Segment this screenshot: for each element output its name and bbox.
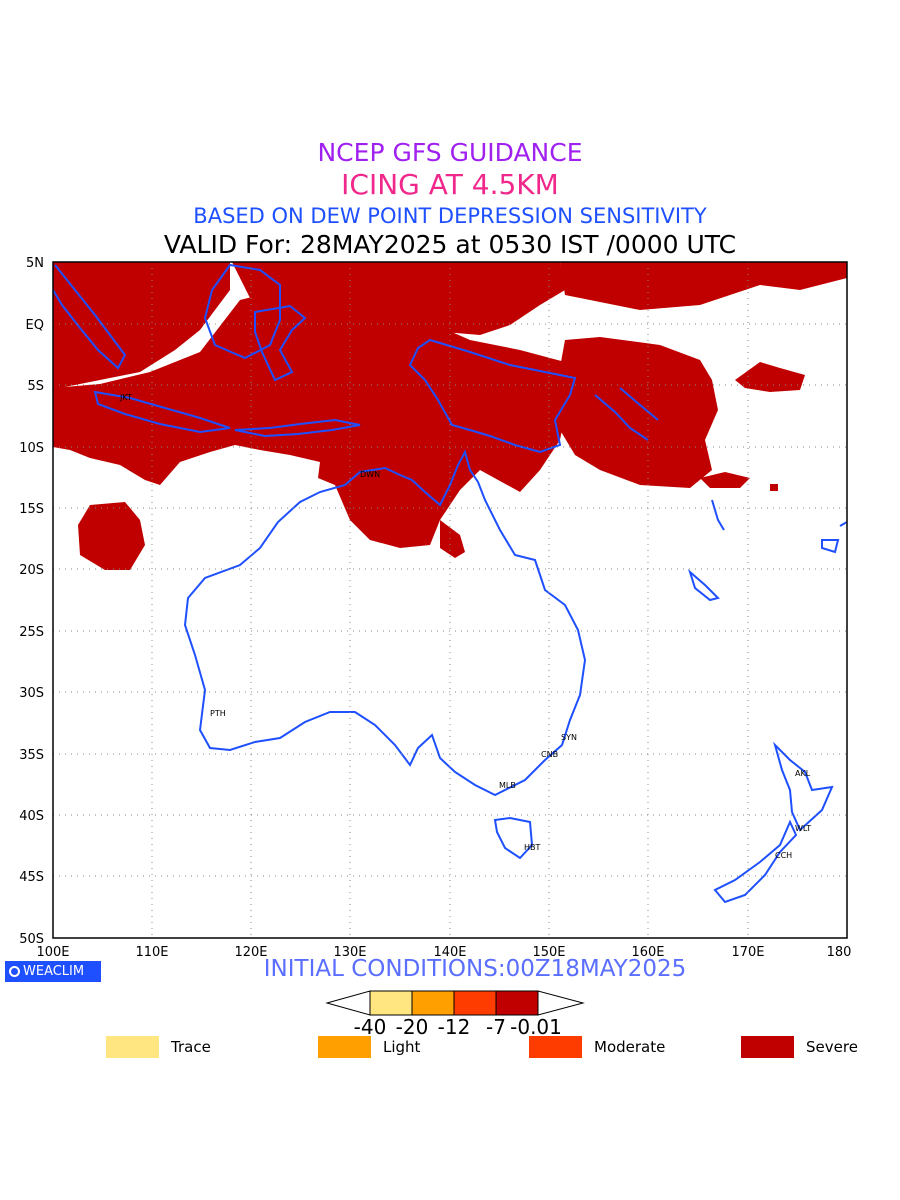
- legend-label-severe: Severe: [806, 1038, 858, 1056]
- fiji-islands: [821, 521, 847, 554]
- new-zealand-north: [773, 741, 834, 832]
- lat-label: 45S: [19, 870, 44, 885]
- legend-label-trace: Trace: [171, 1038, 211, 1056]
- lat-label: 5N: [26, 256, 44, 271]
- lat-label: 35S: [19, 748, 44, 763]
- new-caledonia: [687, 568, 720, 602]
- latitude-labels: 5N EQ 5S 10S 15S 20S 25S 30S 35S 40S 45S…: [19, 256, 44, 947]
- lat-label: EQ: [26, 318, 44, 333]
- sumatra-coast: [53, 264, 127, 370]
- java-coast: [93, 390, 231, 434]
- initial-conditions: INITIAL CONDITIONS:00Z18MAY2025: [263, 956, 687, 982]
- legend-label-light: Light: [383, 1038, 421, 1056]
- logo-ring-icon: [9, 966, 20, 977]
- icing-areas: [53, 262, 847, 570]
- logo-text: WEACLIM: [23, 964, 85, 979]
- lat-label: 15S: [19, 502, 44, 517]
- city-label-akl: AKL: [795, 769, 811, 778]
- map-frame: [52, 261, 848, 939]
- new-zealand-south: [713, 819, 798, 904]
- city-label-syn: SYN: [561, 733, 577, 742]
- lon-label: 110E: [135, 945, 168, 960]
- valid-time: VALID For: 28MAY2025 at 0530 IST /0000 U…: [163, 230, 737, 259]
- borneo-coast: [203, 263, 281, 360]
- grid: [53, 262, 847, 938]
- legend-label-moderate: Moderate: [594, 1038, 666, 1056]
- australia-coast: [183, 449, 587, 797]
- lon-label: 170E: [731, 945, 764, 960]
- lon-label: 140E: [433, 945, 466, 960]
- lon-label: 100E: [36, 945, 69, 960]
- legend-swatch-trace: [106, 1036, 159, 1058]
- title-line-2: ICING AT 4.5KM: [341, 168, 559, 201]
- legend-item-trace: Trace: [106, 1036, 211, 1058]
- city-label-jkt: JKT: [119, 393, 132, 402]
- city-label-pth: PTH: [210, 709, 226, 718]
- legend-item-light: Light: [318, 1036, 420, 1058]
- legend-swatch-light: [318, 1036, 371, 1058]
- longitude-labels: 100E 110E 120E 130E 140E 150E 160E 170E …: [36, 945, 851, 960]
- lat-label: 5S: [27, 379, 44, 394]
- vanuatu-islands: [711, 499, 725, 531]
- title-line-1: NCEP GFS GUIDANCE: [317, 138, 583, 167]
- legend-swatch-moderate: [529, 1036, 582, 1058]
- legend-item-severe: Severe: [741, 1036, 858, 1058]
- lat-label: 20S: [19, 563, 44, 578]
- legend-item-moderate: Moderate: [529, 1036, 665, 1058]
- city-labels: JKT DWN PTH SYN CNB MLB HBT AKL WLT CCH: [119, 393, 811, 860]
- lat-label: 25S: [19, 625, 44, 640]
- title-line-3: BASED ON DEW POINT DEPRESSION SENSITIVIT…: [193, 204, 707, 228]
- city-label-hbt: HBT: [524, 843, 541, 852]
- lat-label: 50S: [19, 932, 44, 947]
- weaclim-logo: WEACLIM: [5, 961, 101, 982]
- new-guinea-coast: [408, 338, 577, 454]
- city-label-cnb: CNB: [541, 750, 558, 759]
- lon-label: 180: [827, 945, 852, 960]
- colorbar-label: -7: [486, 1015, 506, 1039]
- lesser-sunda-coast: [234, 418, 361, 438]
- lon-label: 160E: [631, 945, 664, 960]
- lat-label: 30S: [19, 686, 44, 701]
- lon-label: 130E: [333, 945, 366, 960]
- city-label-mlb: MLB: [499, 781, 516, 790]
- legend-swatch-severe: [741, 1036, 794, 1058]
- colorbar-label: -12: [438, 1015, 471, 1039]
- city-label-dwn: DWN: [360, 470, 380, 479]
- tasmania-coast: [493, 816, 534, 860]
- icing-map: 5N EQ 5S 10S 15S 20S 25S 30S 35S 40S 45S…: [19, 256, 851, 960]
- lat-label: 10S: [19, 441, 44, 456]
- lon-label: 150E: [532, 945, 565, 960]
- coastlines: [53, 263, 847, 904]
- sulawesi-coast: [254, 304, 307, 382]
- solomon-islands: [594, 387, 659, 441]
- lon-label: 120E: [234, 945, 267, 960]
- city-label-wlt: WLT: [795, 824, 811, 833]
- lat-label: 40S: [19, 809, 44, 824]
- city-label-cch: CCH: [775, 851, 792, 860]
